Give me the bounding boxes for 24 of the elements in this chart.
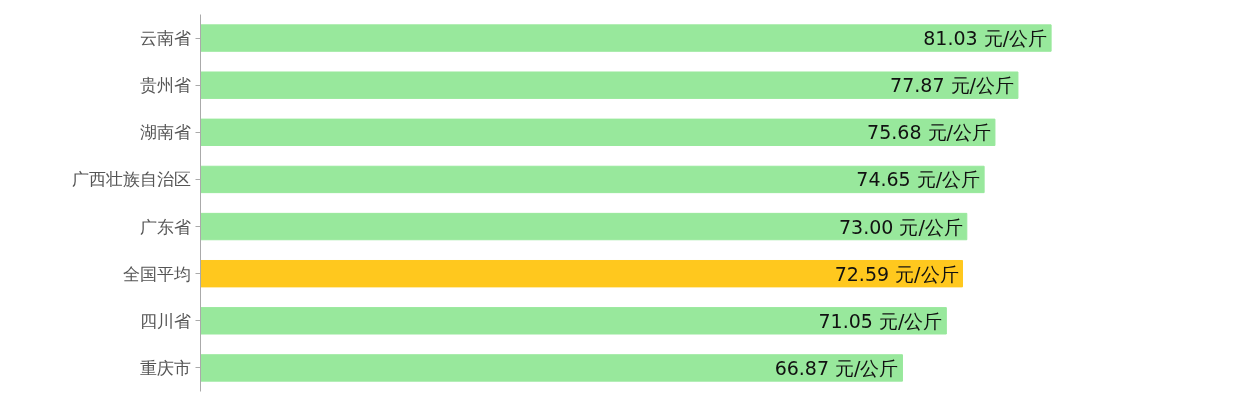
y-tick-label: 广西壮族自治区 (71, 169, 191, 190)
data-label: 73.00 元/公斤 (838, 215, 963, 238)
y-tick-label: 湖南省 (139, 122, 191, 143)
data-label: 74.65 元/公斤 (856, 168, 981, 191)
bar (200, 212, 968, 241)
bar (200, 118, 996, 147)
y-tick-label: 广东省 (139, 216, 191, 237)
data-label: 72.59 元/公斤 (834, 262, 959, 285)
y-tick-label: 重庆市 (139, 357, 191, 378)
data-label: 77.87 元/公斤 (890, 74, 1014, 97)
data-label: 66.87 元/公斤 (774, 356, 899, 379)
y-tick-label: 云南省 (139, 28, 191, 49)
bar (200, 259, 964, 288)
data-label: 71.05 元/公斤 (818, 309, 943, 332)
bar (200, 24, 1052, 52)
bar (200, 307, 947, 335)
bar (200, 354, 903, 382)
bar (200, 165, 985, 194)
bar (200, 71, 1019, 99)
y-tick-label: 贵州省 (139, 75, 191, 96)
data-label: 75.68 元/公斤 (867, 121, 991, 144)
y-tick-label: 四川省 (139, 310, 191, 331)
y-tick-label: 全国平均 (122, 263, 191, 284)
data-label: 81.03 元/公斤 (923, 27, 1048, 50)
